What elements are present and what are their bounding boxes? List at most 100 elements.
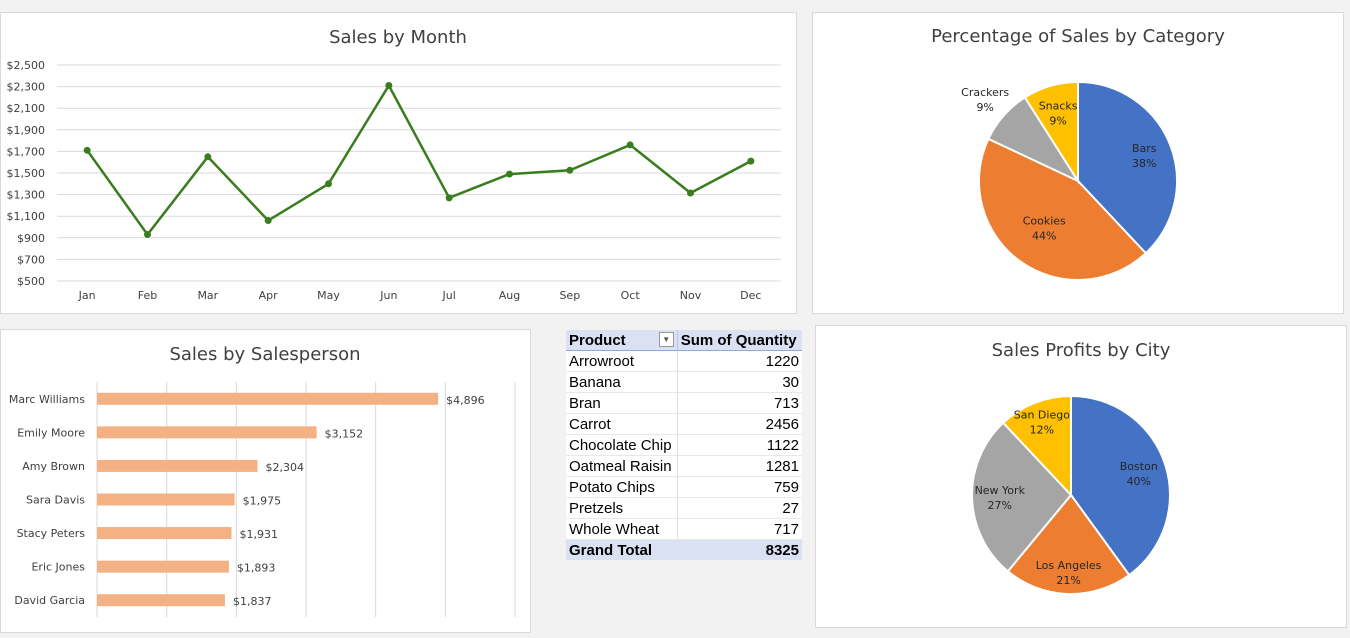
pie-percent-label: 44%: [1032, 229, 1056, 242]
product-column-header: Product ▼: [566, 330, 678, 351]
x-tick-label: Jun: [379, 289, 397, 302]
grand-total-row: Grand Total 8325: [566, 539, 802, 560]
bar-value-label: $1,837: [233, 595, 272, 608]
pie-label: Cookies: [1023, 214, 1066, 227]
product-cell[interactable]: Potato Chips: [566, 476, 678, 498]
bar: [97, 392, 439, 405]
bar: [97, 594, 225, 607]
pie-slice-snacks[interactable]: [1023, 80, 1079, 185]
quantity-cell[interactable]: 717: [676, 518, 802, 540]
quantity-cell[interactable]: 759: [676, 476, 802, 498]
product-cell[interactable]: Oatmeal Raisin: [566, 455, 678, 477]
category-label: Sara Davis: [26, 494, 85, 507]
pie-slice-san-diego[interactable]: [1001, 394, 1072, 498]
pivot-row: Arrowroot 1220: [566, 350, 802, 372]
sales-by-month-chart: Sales by Month $500 $700 $900 $1,100 $1,300 $…: [7, 27, 781, 302]
y-tick-label: $2,300: [7, 81, 46, 94]
product-cell[interactable]: Pretzels: [566, 497, 678, 519]
pie-label: Snacks: [1039, 100, 1078, 113]
pie-slice-new-york[interactable]: [971, 421, 1073, 573]
category-label: Marc Williams: [9, 393, 85, 406]
product-cell[interactable]: Chocolate Chip: [566, 434, 678, 456]
quantity-column-header: Sum of Quantity: [676, 330, 802, 351]
sales-by-category-chart: Percentage of Sales by Category Bars 38% C…: [931, 26, 1225, 281]
line-point: [83, 146, 91, 154]
pivot-table: Product ▼ Sum of Quantity Arrowroot 1220 Ba…: [566, 330, 802, 560]
pivot-row: Oatmeal Raisin 1281: [566, 455, 802, 477]
y-tick-label: $1,700: [7, 145, 46, 158]
bar-value-label: $3,152: [325, 427, 364, 440]
sales-by-category-panel[interactable]: Percentage of Sales by Category Bars 38% C…: [812, 12, 1344, 314]
product-cell[interactable]: Arrowroot: [566, 350, 678, 372]
sales-line-series: [86, 83, 752, 237]
bar-value-label: $1,975: [243, 495, 282, 508]
pie-slice-bars[interactable]: [1077, 80, 1178, 255]
sales-profits-by-city-panel[interactable]: Sales Profits by City Boston 40% Los Angel…: [815, 325, 1347, 628]
quantity-cell[interactable]: 713: [676, 392, 802, 414]
x-tick-label: May: [317, 289, 340, 302]
pie-label: San Diego: [1014, 408, 1070, 421]
pie-percent-label: 9%: [976, 101, 993, 114]
bar-value-label: $1,893: [237, 562, 276, 575]
sales-by-salesperson-panel[interactable]: Sales by Salesperson Marc Williams Emily …: [0, 329, 531, 633]
line-point: [506, 170, 513, 178]
category-label: Stacy Peters: [17, 527, 86, 540]
category-label: Eric Jones: [31, 561, 85, 574]
pie-percent-label: 27%: [988, 499, 1012, 512]
y-tick-label: $2,100: [7, 102, 46, 115]
quantity-cell[interactable]: 2456: [676, 413, 802, 435]
pivot-header-row: Product ▼ Sum of Quantity: [566, 330, 802, 351]
category-label: David Garcia: [14, 594, 85, 607]
y-tick-label: $1,900: [7, 124, 46, 137]
pie-slice-boston[interactable]: [1070, 394, 1171, 577]
sales-profits-by-city-chart: Sales Profits by City Boston 40% Los Angel…: [971, 340, 1171, 595]
line-point: [204, 153, 212, 161]
bar: [97, 459, 258, 472]
pie-label: Bars: [1132, 142, 1157, 155]
pie-slice-los-angeles[interactable]: [1006, 493, 1131, 595]
y-tick-label: $700: [17, 253, 45, 266]
product-cell[interactable]: Carrot: [566, 413, 678, 435]
pie-slice-cookies[interactable]: [978, 137, 1148, 281]
quantity-cell[interactable]: 1220: [676, 350, 802, 372]
x-tick-label: Mar: [197, 289, 218, 302]
grand-total-label[interactable]: Grand Total: [566, 539, 678, 560]
dropdown-arrow-icon[interactable]: ▼: [658, 331, 674, 347]
pie-label: Crackers: [961, 86, 1009, 99]
line-point: [264, 217, 272, 225]
pie-percent-label: 21%: [1056, 574, 1080, 587]
category-label: Emily Moore: [17, 426, 85, 439]
product-cell[interactable]: Banana: [566, 371, 678, 393]
x-tick-label: Sep: [559, 289, 580, 302]
y-tick-label: $1,100: [7, 210, 46, 223]
line-point: [445, 194, 453, 202]
grand-total-value[interactable]: 8325: [676, 539, 802, 560]
pivot-row: Pretzels 27: [566, 497, 802, 519]
x-tick-label: Jan: [78, 289, 96, 302]
chart-title: Sales Profits by City: [992, 340, 1171, 361]
bar-value-label: $4,896: [446, 394, 485, 407]
pie-label: New York: [975, 484, 1026, 497]
product-cell[interactable]: Whole Wheat: [566, 518, 678, 540]
quantity-cell[interactable]: 1122: [676, 434, 802, 456]
x-tick-label: Apr: [259, 289, 279, 302]
x-tick-label: Dec: [740, 289, 761, 302]
pivot-row: Chocolate Chip 1122: [566, 434, 802, 456]
product-cell[interactable]: Bran: [566, 392, 678, 414]
bar-value-label: $2,304: [266, 461, 305, 474]
quantity-cell[interactable]: 27: [676, 497, 802, 519]
pivot-row: Whole Wheat 717: [566, 518, 802, 540]
quantity-cell[interactable]: 1281: [676, 455, 802, 477]
pie-percent-label: 40%: [1127, 475, 1151, 488]
pivot-row: Carrot 2456: [566, 413, 802, 435]
pie-percent-label: 9%: [1049, 115, 1066, 128]
pie-label: Boston: [1120, 460, 1158, 473]
category-label: Amy Brown: [22, 460, 85, 473]
sales-by-month-panel[interactable]: Sales by Month $500 $700 $900 $1,100 $1,300 $…: [0, 12, 797, 314]
quantity-cell[interactable]: 30: [676, 371, 802, 393]
y-tick-label: $1,300: [7, 189, 46, 202]
line-point: [566, 166, 574, 174]
y-tick-label: $1,500: [7, 167, 46, 180]
y-tick-label: $900: [17, 232, 45, 245]
line-point: [144, 231, 151, 239]
